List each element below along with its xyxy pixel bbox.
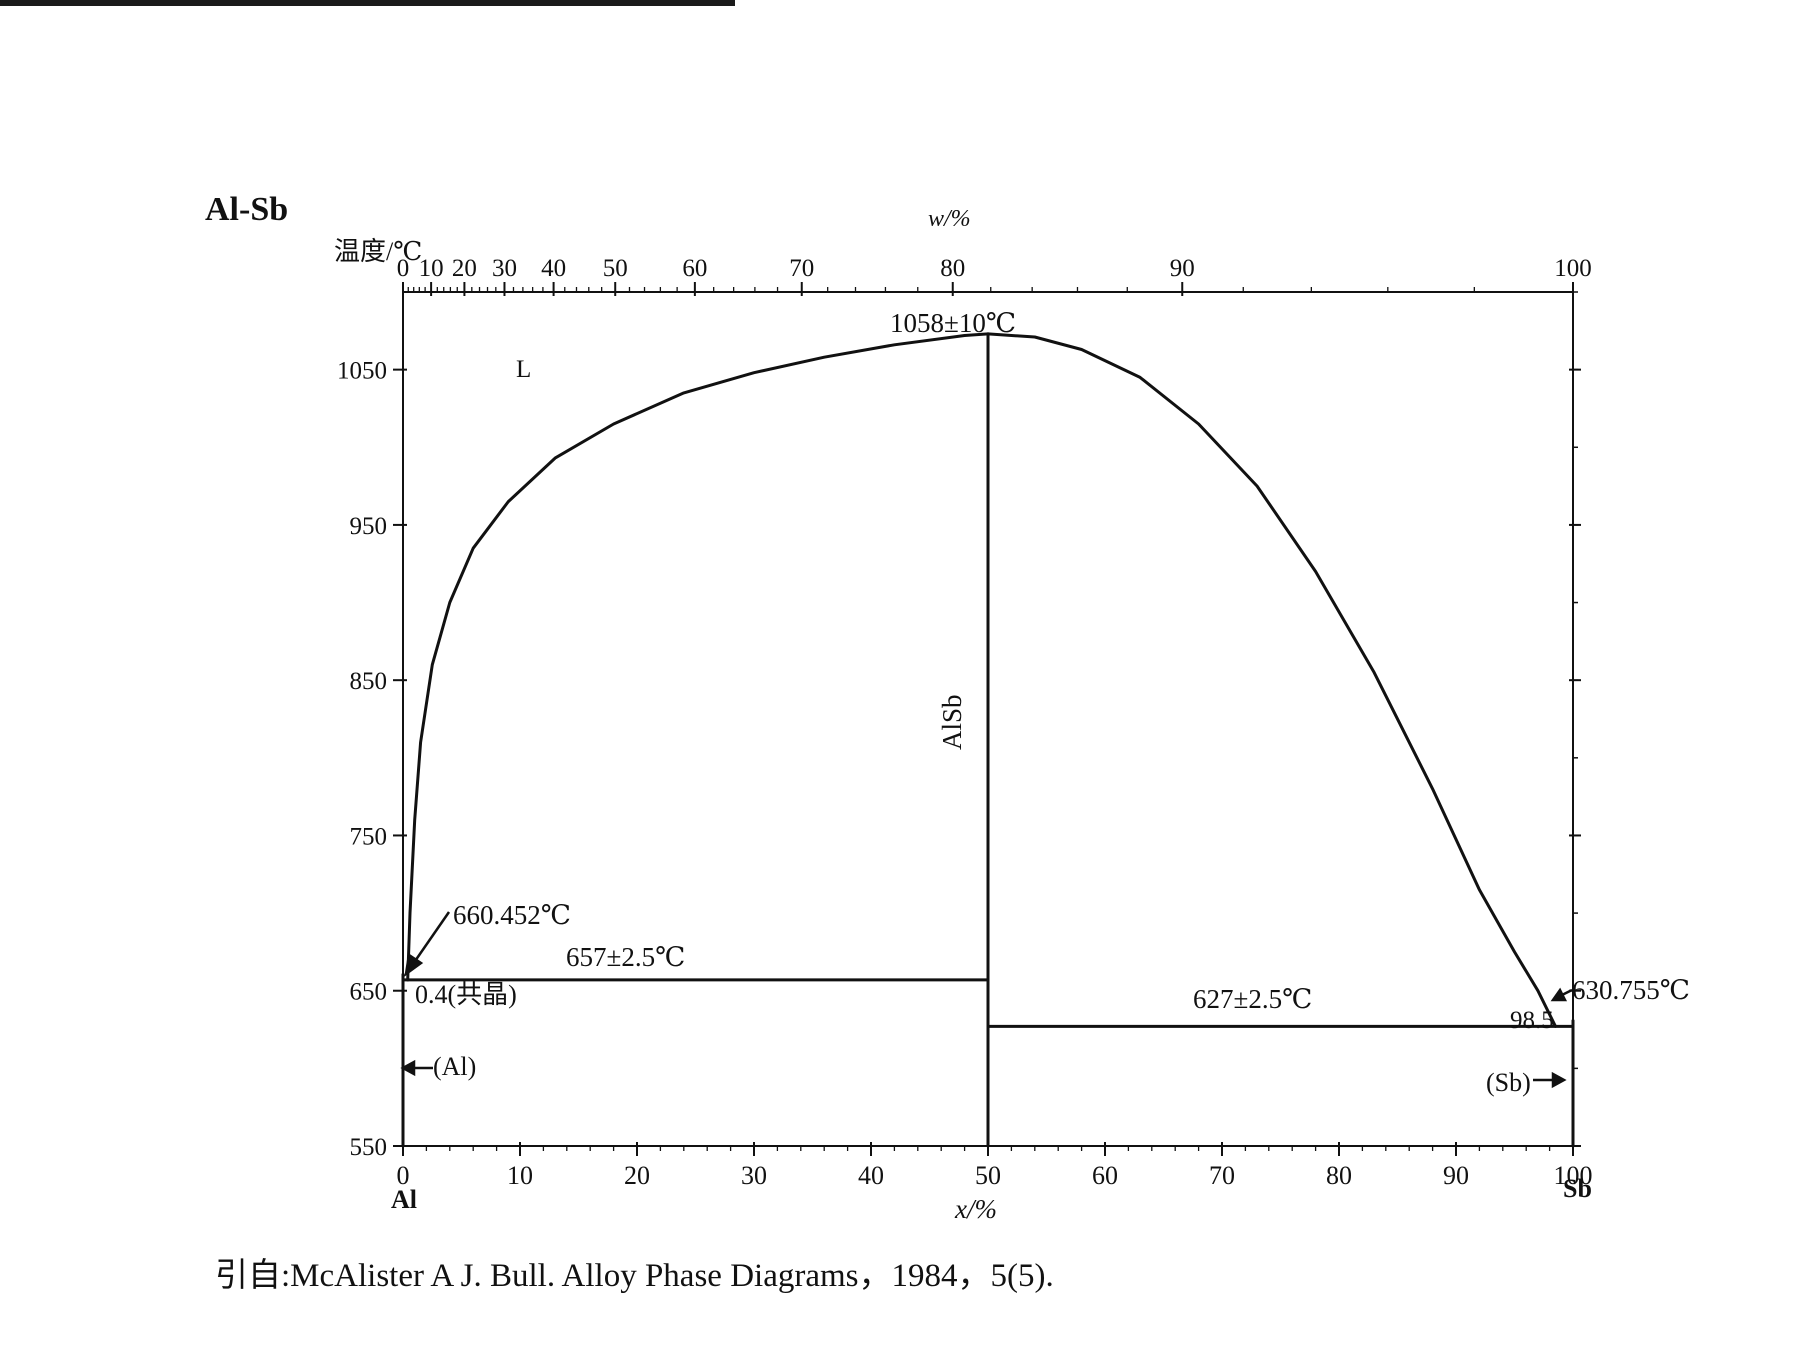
x-tick-label: 60 (1092, 1161, 1118, 1190)
al-melting-label: 660.452℃ (453, 900, 571, 930)
x-tick-label: 0 (397, 1161, 410, 1190)
eutectic-right-comp-label: 98.5 (1510, 1007, 1554, 1034)
eutectic-right-temp-label: 627±2.5℃ (1193, 984, 1312, 1014)
phase-line-liquidus-left (406, 332, 990, 982)
eutectic-left-temp-label: 657±2.5℃ (566, 942, 685, 972)
al-phase-arrowhead (400, 1059, 416, 1077)
chart-title: Al-Sb (205, 191, 288, 228)
x-tick-label: 90 (1443, 1161, 1469, 1190)
phase-label-liquid: L (516, 356, 531, 383)
x-tick-label: 10 (507, 1161, 533, 1190)
top-axis-label: w/% (928, 206, 971, 232)
x2-tick-label: 40 (541, 255, 566, 282)
y-tick-label: 550 (350, 1134, 388, 1161)
sb-phase-label: (Sb) (1486, 1068, 1531, 1097)
x2-tick-label: 100 (1554, 255, 1592, 282)
y-axis-label: 温度/℃ (334, 237, 422, 266)
al-melting-arrowhead (404, 952, 424, 977)
phase-line-liquidus-right (986, 332, 1557, 1028)
axis-ticks (393, 282, 1581, 1156)
x2-tick-label: 70 (789, 255, 814, 282)
x2-tick-label: 20 (452, 255, 477, 282)
sb-phase-arrowhead (1551, 1071, 1567, 1089)
source-citation: 引自:McAlister A J. Bull. Alloy Phase Diag… (215, 1258, 1054, 1294)
y-tick-label: 1050 (337, 358, 387, 385)
eutectic-left-comp-label: 0.4(共晶) (415, 980, 517, 1009)
x-tick-label: 40 (858, 1161, 884, 1190)
x-tick-label: 30 (741, 1161, 767, 1190)
y-tick-label: 650 (350, 979, 388, 1006)
compound-label-alsb: AlSb (937, 694, 967, 750)
phase-boundaries (401, 332, 1575, 1148)
x-tick-label: 80 (1326, 1161, 1352, 1190)
element-label-al: Al (391, 1185, 417, 1214)
x-tick-label: 50 (975, 1161, 1001, 1190)
congruent-melting-label: 1058±10℃ (890, 308, 1016, 338)
x2-tick-label: 0 (397, 255, 410, 282)
x-tick-label: 20 (624, 1161, 650, 1190)
sb-melting-arrowhead (1550, 987, 1568, 1002)
x-axis-label: x/% (954, 1194, 997, 1224)
x2-tick-label: 60 (682, 255, 707, 282)
x2-tick-label: 10 (419, 255, 444, 282)
x2-tick-label: 90 (1170, 255, 1195, 282)
x2-tick-label: 80 (940, 255, 965, 282)
sb-melting-label: 630.755℃ (1572, 975, 1690, 1005)
scan-top-border (0, 0, 735, 6)
al-phase-label: (Al) (433, 1052, 476, 1081)
x-tick-label: 100 (1554, 1161, 1593, 1190)
x2-tick-label: 50 (603, 255, 628, 282)
annotation-arrows (400, 911, 1573, 1089)
y-tick-label: 750 (350, 823, 388, 850)
al-melting-arrow (411, 911, 451, 965)
y-tick-label: 850 (350, 668, 388, 695)
x2-tick-label: 30 (492, 255, 517, 282)
y-tick-label: 950 (350, 513, 388, 540)
x-tick-label: 70 (1209, 1161, 1235, 1190)
element-label-sb: Sb (1563, 1174, 1592, 1203)
